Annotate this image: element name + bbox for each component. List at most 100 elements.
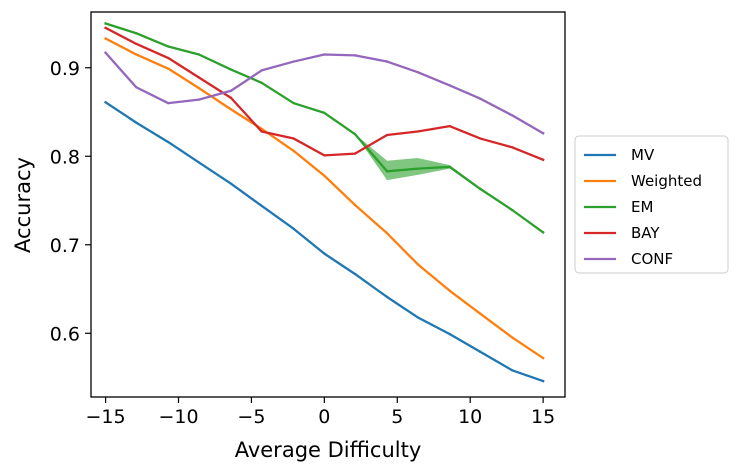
- x-tick-label: −10: [158, 406, 198, 428]
- point-mv-5: [260, 204, 263, 208]
- point-bay-13: [511, 146, 514, 149]
- point-bay-1: [135, 42, 138, 46]
- y-tick-label: 0.6: [50, 323, 80, 345]
- legend-label-em: EM: [631, 198, 653, 216]
- point-bay-4: [229, 96, 233, 100]
- point-conf-14: [541, 132, 545, 135]
- point-mv-13: [511, 369, 514, 372]
- point-weighted-3: [197, 86, 201, 90]
- point-conf-1: [135, 86, 138, 89]
- point-weighted-4: [229, 108, 233, 111]
- point-weighted-10: [416, 263, 419, 266]
- point-mv-8: [353, 272, 357, 276]
- y-tick-label: 0.8: [50, 146, 80, 168]
- point-conf-6: [292, 60, 295, 63]
- point-em-9: [385, 170, 389, 173]
- point-bay-0: [104, 26, 107, 30]
- legend-label-weighted: Weighted: [631, 172, 702, 190]
- point-mv-11: [448, 332, 451, 336]
- point-bay-3: [197, 76, 201, 79]
- point-conf-11: [448, 84, 451, 87]
- point-em-10: [416, 167, 419, 170]
- point-mv-6: [292, 227, 295, 231]
- point-conf-4: [229, 89, 233, 92]
- point-weighted-12: [479, 312, 482, 315]
- x-tick-label: 15: [531, 406, 555, 428]
- point-em-2: [167, 45, 170, 48]
- point-weighted-11: [448, 289, 451, 292]
- legend-box: [574, 135, 729, 274]
- point-mv-9: [385, 295, 389, 299]
- point-conf-8: [353, 54, 357, 57]
- point-weighted-6: [292, 149, 295, 153]
- point-em-12: [479, 187, 482, 191]
- point-em-4: [229, 68, 233, 71]
- point-conf-12: [479, 97, 482, 100]
- point-em-5: [260, 81, 263, 85]
- point-em-3: [197, 53, 201, 56]
- x-tick-label: −5: [237, 406, 265, 428]
- point-em-13: [511, 209, 514, 212]
- point-conf-0: [104, 51, 107, 54]
- point-mv-3: [197, 161, 201, 164]
- point-bay-14: [541, 158, 545, 161]
- x-tick-label: −15: [86, 406, 126, 428]
- y-axis-label: Accuracy: [11, 157, 35, 253]
- point-bay-6: [292, 137, 295, 140]
- x-tick-label: 0: [318, 406, 330, 428]
- point-em-1: [135, 32, 138, 35]
- point-bay-11: [448, 124, 451, 128]
- y-tick-label: 0.7: [50, 235, 80, 257]
- point-weighted-0: [104, 37, 107, 40]
- point-conf-13: [511, 114, 514, 117]
- point-weighted-7: [323, 174, 326, 177]
- point-mv-4: [229, 182, 233, 185]
- point-bay-8: [353, 152, 357, 155]
- point-weighted-2: [167, 67, 170, 70]
- y-tick-label: 0.9: [50, 58, 80, 80]
- x-tick-label: 10: [458, 406, 482, 428]
- legend-label-mv: MV: [631, 146, 655, 164]
- legend-label-conf: CONF: [631, 250, 673, 268]
- point-weighted-8: [353, 203, 357, 207]
- point-mv-2: [167, 140, 170, 144]
- point-em-14: [541, 231, 545, 234]
- point-mv-12: [479, 350, 482, 354]
- point-bay-9: [385, 133, 389, 137]
- y-axis-ticks: 0.6 0.7 0.8 0.9: [50, 58, 91, 345]
- legend: MV Weighted EM BAY CONF: [574, 135, 729, 274]
- point-em-7: [323, 111, 326, 115]
- point-mv-7: [323, 252, 326, 255]
- point-em-8: [353, 132, 357, 136]
- point-mv-0: [104, 101, 107, 104]
- point-em-11: [448, 165, 451, 169]
- x-axis-ticks: −15 −10 −5 0 5 10 15: [86, 397, 555, 428]
- point-conf-7: [323, 53, 326, 56]
- point-mv-14: [541, 379, 545, 383]
- point-conf-9: [385, 60, 389, 63]
- point-weighted-1: [135, 53, 138, 56]
- point-conf-10: [416, 70, 419, 74]
- point-bay-12: [479, 137, 482, 140]
- point-conf-2: [167, 101, 170, 105]
- point-bay-5: [260, 130, 263, 133]
- point-bay-7: [323, 154, 326, 157]
- plot-area: [103, 22, 545, 383]
- point-em-0: [104, 22, 107, 25]
- legend-label-bay: BAY: [631, 224, 660, 242]
- point-mv-1: [135, 121, 138, 124]
- point-conf-5: [260, 69, 263, 72]
- point-weighted-13: [511, 336, 514, 339]
- point-conf-3: [197, 98, 201, 101]
- point-mv-10: [416, 316, 419, 319]
- x-axis-label: Average Difficulty: [235, 438, 422, 462]
- x-tick-label: 5: [391, 406, 403, 428]
- point-weighted-14: [541, 356, 545, 360]
- axes-frame: [90, 11, 566, 398]
- point-em-6: [292, 101, 295, 105]
- point-bay-2: [167, 56, 170, 60]
- point-bay-10: [416, 130, 419, 133]
- point-weighted-9: [385, 232, 389, 235]
- series-lines: [103, 22, 545, 383]
